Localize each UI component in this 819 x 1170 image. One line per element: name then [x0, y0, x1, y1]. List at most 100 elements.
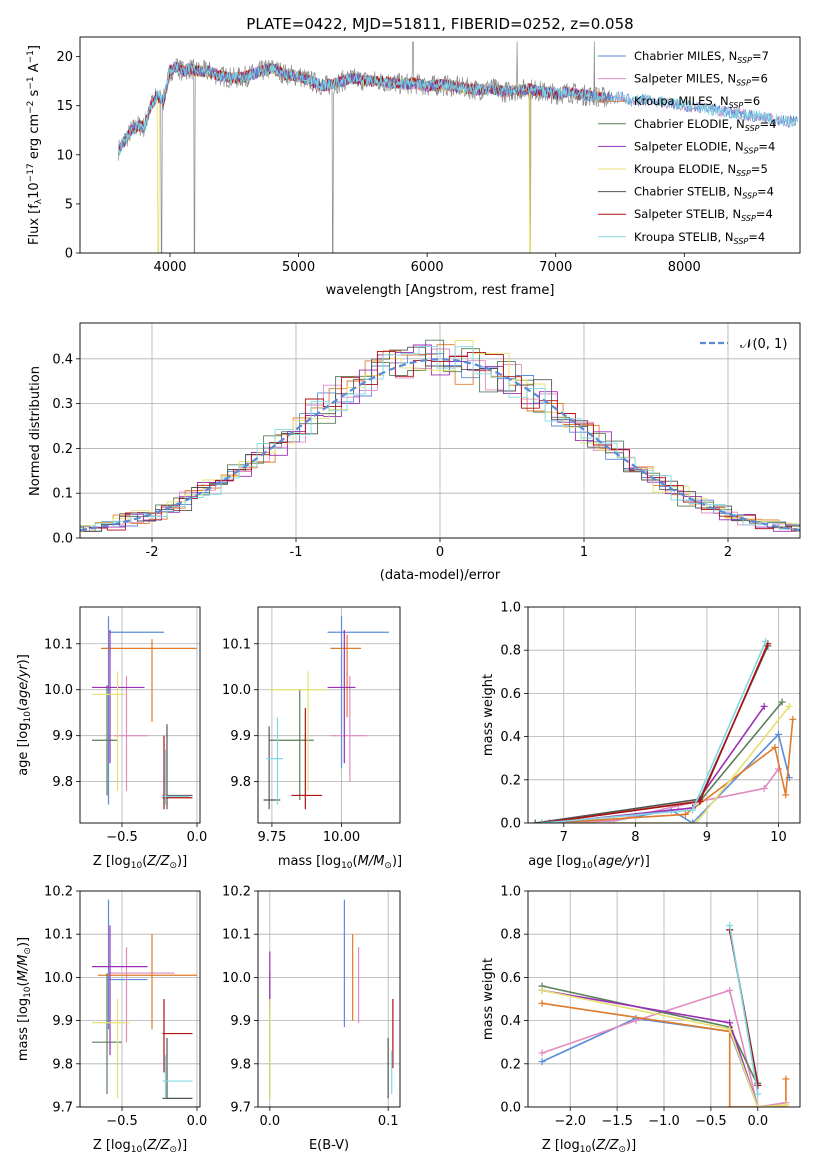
y-tick-label: 0.2 — [52, 442, 73, 457]
x-tick-label: −1.5 — [601, 1114, 633, 1129]
plot-area-mass-vs-EBV — [258, 891, 400, 1107]
x-axis-label: mass [log10(M/M⊙)] — [278, 854, 402, 871]
y-tick-label: 9.9 — [52, 729, 73, 744]
y-tick-label: 10.2 — [44, 885, 73, 900]
legend-entry: Salpeter MILES, NSSP=6 — [634, 72, 768, 88]
y-tick-label: 10 — [56, 148, 73, 163]
axes-frame — [257, 890, 401, 1108]
y-tick-label: 10.1 — [222, 928, 251, 943]
x-tick-label: 1 — [580, 545, 588, 560]
legend-entry: Kroupa MILES, NSSP=6 — [634, 94, 760, 110]
y-tick-label: 0.2 — [500, 1057, 521, 1072]
axes-weight-vs-Z: −2.0 −1.5 −1.0 −0.5 0.0 0.0 0.2 0.4 0.6 0.8 1.0 Z [… — [481, 885, 801, 1155]
axes-frame — [79, 322, 801, 539]
y-tick-label: 9.7 — [52, 1101, 73, 1116]
x-tick-label: 0.1 — [378, 1114, 399, 1129]
x-axis-label: Z [log10(Z/Z⊙)] — [93, 1138, 187, 1155]
weight-series-line — [542, 705, 790, 823]
y-tick-label: 10.0 — [222, 971, 251, 986]
x-tick-label: 4000 — [153, 260, 186, 275]
y-tick-label: 9.8 — [230, 775, 251, 790]
weight-series-line — [542, 733, 791, 823]
y-tick-label: 0.6 — [500, 971, 521, 986]
y-tick-label: 9.8 — [230, 1057, 251, 1072]
legend-entry: Chabrier ELODIE, NSSP=4 — [634, 117, 776, 133]
plot-area-residuals — [80, 323, 800, 538]
y-tick-label: 9.8 — [52, 775, 73, 790]
weight-series-line — [535, 645, 769, 823]
normal-curve — [80, 358, 800, 532]
x-tick-label: 0 — [436, 545, 444, 560]
x-tick-label: -2 — [146, 545, 159, 560]
y-tick-label: 9.9 — [52, 1014, 73, 1029]
plot-area-spectrum — [118, 41, 798, 253]
y-tick-label: 0.0 — [500, 817, 521, 832]
x-tick-label: 0.0 — [187, 1114, 208, 1129]
x-tick-label: 0.0 — [187, 830, 208, 845]
weight-series-line — [542, 643, 769, 823]
y-tick-label: 10.1 — [222, 637, 251, 652]
y-tick-label: 0.8 — [500, 644, 521, 659]
y-axis-label: mass weight — [481, 674, 496, 756]
y-axis-label: age [log10(age/yr)] — [16, 654, 33, 776]
x-axis-label: age [log10(age/yr)] — [528, 854, 650, 871]
y-tick-label: 1.0 — [500, 601, 521, 616]
x-tick-label: 0.0 — [259, 1114, 280, 1129]
x-tick-label: −0.5 — [695, 1114, 727, 1129]
x-tick-label: −2.0 — [554, 1114, 586, 1129]
axes-frame — [79, 36, 801, 254]
y-tick-label: 0.4 — [52, 352, 73, 367]
y-axis-label: mass [log10(M/M⊙)] — [16, 937, 33, 1061]
x-tick-label: −0.5 — [106, 1114, 138, 1129]
x-tick-label: 9 — [703, 830, 711, 845]
residual-histogram — [80, 350, 800, 532]
plot-area-weight-vs-age — [528, 607, 800, 823]
axes-mass-vs-EBV: 0.0 0.1 9.7 9.8 9.9 10.0 10.1 10.2 E(B-V) — [222, 885, 401, 1153]
figure-title: PLATE=0422, MJD=51811, FIBERID=0252, z=0… — [246, 15, 633, 33]
y-axis-label: Flux [fλ10−17 erg cm−2 s−1 A−1] — [26, 45, 44, 245]
x-axis-label: wavelength [Angstrom, rest frame] — [326, 283, 555, 298]
x-tick-label: 0.0 — [747, 1114, 768, 1129]
plot-area-mass-vs-Z — [80, 891, 200, 1107]
x-tick-label: 9.75 — [257, 830, 286, 845]
axes-frame — [527, 890, 801, 1108]
legend-entry: Chabrier MILES, NSSP=7 — [634, 49, 769, 65]
y-tick-label: 9.7 — [230, 1101, 251, 1116]
legend-entry: Kroupa STELIB, NSSP=4 — [634, 230, 765, 246]
weight-series-line — [541, 985, 759, 1086]
axes-weight-vs-age: 7 8 9 10 0.0 0.2 0.4 0.6 0.8 1.0 age [log10(age/yr… — [481, 601, 801, 871]
x-tick-label: 10 — [770, 830, 787, 845]
weight-series-line — [549, 768, 780, 823]
x-tick-label: 10.00 — [323, 830, 360, 845]
axes-mass-vs-Z: −0.5 0.0 9.7 9.8 9.9 10.0 10.1 10.2 Z [log10(Z/Z… — [16, 885, 207, 1156]
x-tick-label: 2 — [724, 545, 732, 560]
axes-frame — [257, 606, 401, 824]
axes-age-vs-mass: 9.75 10.00 9.8 9.9 10.0 10.1 mass [log10(M/M⊙)… — [222, 606, 402, 871]
residual-histogram — [80, 345, 800, 532]
weight-series-line — [728, 925, 759, 1095]
plot-area-age-vs-Z — [80, 607, 200, 823]
plot-area-age-vs-mass — [258, 607, 400, 823]
legend-entry: Kroupa ELODIE, NSSP=5 — [634, 162, 768, 178]
y-tick-label: 0.8 — [500, 928, 521, 943]
x-axis-label: (data-model)/error — [380, 568, 501, 583]
axes-spectrum: 4000 5000 6000 7000 8000 0 5 10 15 20 wavelength [… — [26, 36, 801, 298]
y-tick-label: 10.2 — [222, 885, 251, 900]
model-spectrum-line — [118, 61, 610, 156]
x-axis-label: E(B-V) — [309, 1138, 349, 1153]
y-tick-label: 0.0 — [52, 532, 73, 547]
x-tick-label: 7 — [560, 830, 568, 845]
legend-entry: 𝒩(0, 1) — [740, 337, 787, 352]
residual-histogram — [80, 346, 800, 532]
y-axis-label: Normed distribution — [28, 366, 43, 496]
axes-frame — [79, 890, 201, 1108]
y-tick-label: 1.0 — [500, 885, 521, 900]
model-spectrum-line — [118, 61, 798, 156]
y-tick-label: 0.4 — [500, 1014, 521, 1029]
y-tick-label: 20 — [56, 50, 73, 65]
y-tick-label: 10.0 — [44, 683, 73, 698]
y-tick-label: 0 — [65, 247, 73, 262]
y-tick-label: 0.2 — [500, 773, 521, 788]
axes-residuals: -2 -1 0 1 2 0.0 0.1 0.2 0.3 0.4 𝒩(0, 1) (data-model… — [28, 322, 801, 583]
x-tick-label: 5000 — [282, 260, 315, 275]
